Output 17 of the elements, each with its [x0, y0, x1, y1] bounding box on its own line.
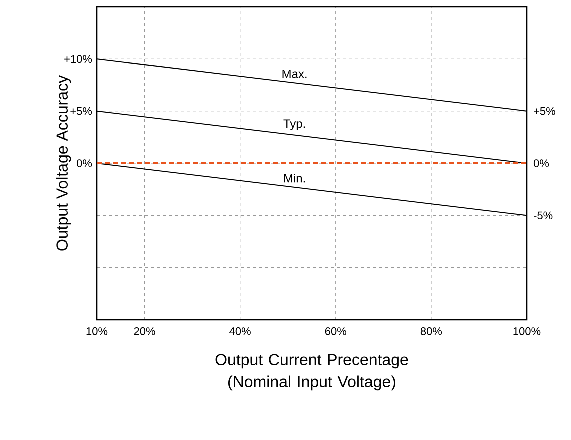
x-tick-label: 100% [514, 328, 541, 336]
y-axis-title: Output Voltage Accuracy [56, 76, 72, 251]
y2-tick-label: +5% [534, 107, 556, 116]
y-tick-label: +10% [64, 55, 92, 64]
x-tick-label: 60% [325, 328, 346, 336]
y-tick-label: +5% [70, 107, 92, 116]
x-tick-label: 10% [86, 328, 108, 336]
x-axis-title: Output Current Precentage (Nominal Input Voltage) [216, 354, 408, 391]
series-label: Max. [282, 70, 307, 78]
y2-tick-label: -5% [534, 212, 553, 220]
x-tick-label: 40% [230, 328, 251, 336]
y2-tick-label: 0% [534, 160, 550, 168]
x-tick-label: 80% [420, 328, 442, 336]
y-tick-label: 0% [76, 160, 92, 168]
series-label: Min. [284, 174, 306, 183]
series-label: Typ. [284, 120, 306, 131]
x-tick-label: 20% [134, 328, 156, 336]
